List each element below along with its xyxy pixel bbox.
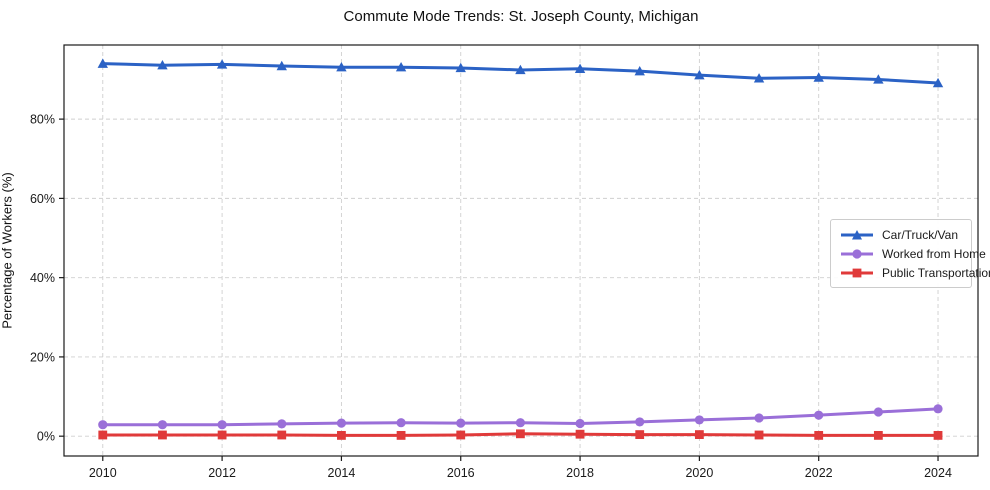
marker-public-transportation xyxy=(814,430,824,440)
marker-worked-from-home xyxy=(515,418,526,428)
x-tick-label: 2018 xyxy=(566,466,594,480)
legend-label: Worked from Home xyxy=(882,246,986,261)
marker-worked-from-home xyxy=(754,413,764,423)
marker-car-truck-van xyxy=(694,69,705,80)
marker-worked-from-home xyxy=(635,417,645,427)
marker-public-transportation xyxy=(635,430,645,439)
marker-car-truck-van xyxy=(634,65,645,76)
x-tick-label: 2016 xyxy=(447,466,475,480)
y-tick-label: 80% xyxy=(30,113,55,127)
marker-worked-from-home xyxy=(456,418,466,428)
legend-label: Car/Truck/Van xyxy=(882,227,959,242)
y-tick-label: 40% xyxy=(30,271,55,285)
y-tick-label: 0% xyxy=(37,430,55,444)
legend-item-car-truck-van: Car/Truck/Van xyxy=(839,225,963,244)
marker-worked-from-home xyxy=(336,418,347,428)
marker-public-transportation xyxy=(98,430,108,440)
marker-worked-from-home xyxy=(277,419,287,429)
marker-public-transportation xyxy=(516,429,525,439)
x-tick-label: 2010 xyxy=(89,466,117,480)
marker-worked-from-home xyxy=(217,420,227,430)
marker-public-transportation xyxy=(396,430,406,440)
marker-worked-from-home xyxy=(157,420,168,430)
y-tick-label: 60% xyxy=(30,192,55,206)
legend: Car/Truck/Van Worked from Home Public Tran… xyxy=(830,219,990,288)
marker-public-transportation xyxy=(754,430,764,440)
marker-public-transportation xyxy=(158,430,167,440)
y-tick-label: 20% xyxy=(30,350,55,364)
marker-public-transportation xyxy=(456,430,466,440)
marker-car-truck-van xyxy=(515,64,526,75)
marker-public-transportation xyxy=(337,430,346,440)
marker-public-transportation xyxy=(575,429,585,439)
legend-swatch-triangle-icon xyxy=(841,229,873,239)
legend-item-public-transportation: Public Transportation xyxy=(839,263,990,282)
marker-car-truck-van xyxy=(932,77,944,88)
chart-title: Commute Mode Trends: St. Joseph County, … xyxy=(343,8,699,25)
marker-car-truck-van xyxy=(216,59,228,69)
marker-worked-from-home xyxy=(873,407,883,417)
legend-swatch-circle-icon xyxy=(841,248,873,259)
marker-worked-from-home xyxy=(933,404,943,414)
x-tick-label: 2012 xyxy=(208,466,236,480)
marker-worked-from-home xyxy=(814,410,824,420)
legend-item-worked-from-home: Worked from Home xyxy=(839,244,986,263)
marker-worked-from-home xyxy=(694,415,704,425)
x-tick-label: 2022 xyxy=(805,466,833,480)
marker-car-truck-van xyxy=(753,73,765,83)
marker-public-transportation xyxy=(277,430,287,440)
marker-public-transportation xyxy=(873,430,883,440)
marker-car-truck-van xyxy=(157,60,168,70)
marker-public-transportation xyxy=(694,430,704,439)
marker-worked-from-home xyxy=(98,420,108,430)
marker-worked-from-home xyxy=(575,418,585,429)
marker-car-truck-van xyxy=(395,61,407,72)
marker-public-transportation xyxy=(217,430,227,440)
x-tick-label: 2020 xyxy=(685,466,713,480)
marker-car-truck-van xyxy=(813,72,824,82)
marker-car-truck-van xyxy=(574,63,586,73)
legend-swatch-square-icon xyxy=(841,268,873,277)
marker-public-transportation xyxy=(933,430,943,440)
plot-border xyxy=(63,44,979,457)
marker-car-truck-van xyxy=(276,60,287,71)
marker-car-truck-van xyxy=(455,62,466,73)
legend-label: Public Transportation xyxy=(882,265,990,280)
marker-car-truck-van xyxy=(873,74,884,84)
marker-car-truck-van xyxy=(336,61,347,72)
marker-worked-from-home xyxy=(396,418,406,428)
marker-car-truck-van xyxy=(97,58,108,68)
x-tick-label: 2014 xyxy=(328,466,356,480)
x-tick-label: 2024 xyxy=(924,466,952,480)
